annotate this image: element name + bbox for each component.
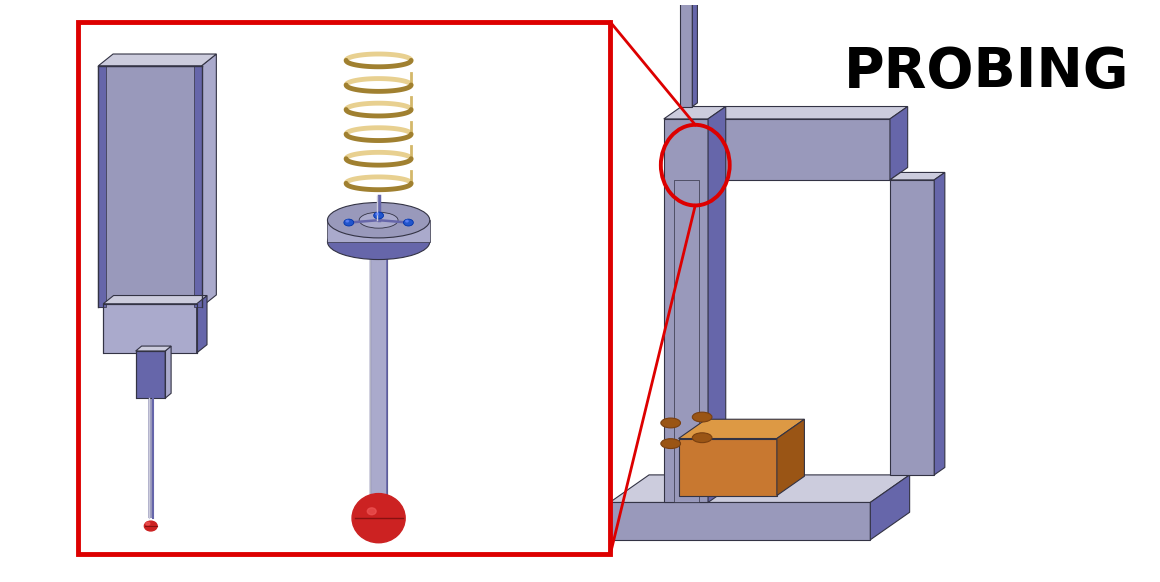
Polygon shape [99, 54, 217, 66]
Bar [78, 22, 610, 554]
Polygon shape [165, 346, 172, 398]
Polygon shape [680, 0, 697, 3]
Polygon shape [103, 304, 197, 353]
Polygon shape [674, 180, 699, 502]
Polygon shape [136, 351, 165, 398]
Polygon shape [679, 438, 777, 495]
Polygon shape [890, 180, 934, 475]
Polygon shape [693, 0, 697, 107]
Ellipse shape [360, 212, 398, 228]
Polygon shape [934, 172, 945, 475]
Polygon shape [708, 107, 907, 119]
Polygon shape [664, 119, 708, 502]
Ellipse shape [374, 212, 384, 219]
Polygon shape [103, 296, 206, 304]
Polygon shape [870, 475, 909, 540]
Polygon shape [99, 66, 202, 307]
Ellipse shape [346, 220, 348, 222]
Polygon shape [890, 107, 907, 180]
Polygon shape [777, 419, 804, 495]
Polygon shape [680, 3, 693, 107]
Polygon shape [664, 107, 726, 119]
Ellipse shape [343, 219, 354, 226]
Text: PROBING: PROBING [844, 45, 1130, 99]
Ellipse shape [368, 508, 376, 514]
Polygon shape [708, 119, 890, 180]
Ellipse shape [404, 219, 413, 226]
Polygon shape [679, 419, 804, 438]
Polygon shape [99, 66, 107, 307]
Ellipse shape [351, 494, 405, 543]
Polygon shape [890, 172, 945, 180]
Polygon shape [327, 220, 429, 242]
Ellipse shape [376, 213, 378, 215]
Ellipse shape [693, 412, 712, 422]
Ellipse shape [406, 220, 408, 222]
Polygon shape [136, 346, 172, 351]
Ellipse shape [327, 203, 429, 238]
Polygon shape [610, 502, 870, 540]
Polygon shape [370, 245, 387, 499]
Ellipse shape [661, 418, 681, 428]
Polygon shape [197, 296, 206, 353]
Ellipse shape [146, 522, 150, 525]
Polygon shape [610, 475, 909, 502]
Ellipse shape [327, 224, 429, 260]
Ellipse shape [661, 439, 681, 449]
Polygon shape [202, 54, 217, 307]
Ellipse shape [144, 521, 157, 531]
Polygon shape [708, 107, 726, 502]
Polygon shape [194, 66, 202, 307]
Ellipse shape [693, 433, 712, 443]
